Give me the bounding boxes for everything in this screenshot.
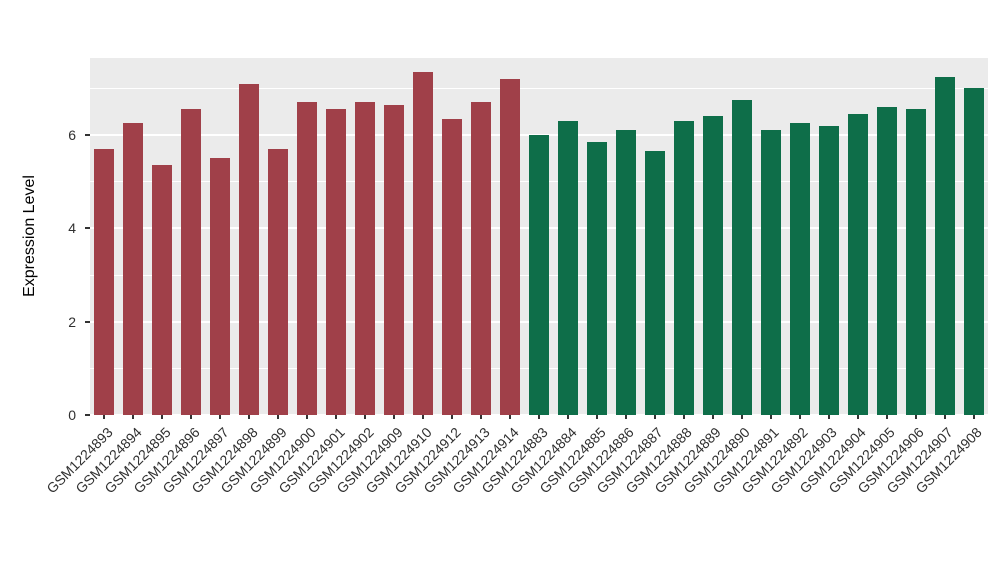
x-tick-label: GSM1224903: [767, 424, 840, 497]
x-tick-label: GSM1224892: [738, 424, 812, 497]
x-tick-label: GSM1224902: [304, 424, 377, 497]
x-tick-label: GSM1224900: [246, 424, 319, 497]
bar-GSM1224889: [702, 116, 723, 415]
x-tick-label: GSM1224901: [275, 424, 348, 497]
x-tick-label: GSM1224889: [651, 424, 725, 497]
x-tick-label: GSM1224910: [362, 424, 435, 497]
x-tick-label: GSM1224907: [883, 424, 956, 497]
bar-GSM1224896: [181, 109, 202, 415]
bar-GSM1224894: [123, 123, 144, 415]
bars-container: [90, 58, 988, 415]
x-tick-label: GSM1224890: [680, 424, 754, 497]
x-tick-label: GSM1224899: [217, 424, 290, 497]
bar-GSM1224885: [586, 142, 607, 415]
bar-GSM1224898: [239, 83, 260, 415]
bar-GSM1224897: [210, 158, 231, 415]
plot-panel: [90, 58, 988, 416]
x-tick-label: GSM1224898: [188, 424, 261, 497]
bar-GSM1224912: [442, 118, 463, 415]
bar-GSM1224910: [413, 72, 434, 415]
x-tick-label: GSM1224887: [593, 424, 667, 497]
bar-GSM1224884: [557, 121, 578, 415]
bar-GSM1224891: [760, 130, 781, 415]
bar-GSM1224901: [326, 109, 347, 415]
bar-GSM1224888: [673, 121, 694, 415]
x-tick-label: GSM1224885: [535, 424, 609, 497]
x-tick-label: GSM1224891: [709, 424, 783, 497]
bar-GSM1224883: [529, 135, 549, 415]
y-axis-title: Expression Level: [21, 175, 38, 297]
x-tick-label: GSM1224884: [506, 424, 580, 497]
bar-GSM1224899: [268, 149, 289, 415]
x-tick-label: GSM1224913: [419, 424, 493, 497]
y-tick-label: 0: [68, 407, 76, 423]
y-tick-label: 2: [68, 313, 76, 330]
bar-GSM1224914: [500, 79, 521, 415]
x-tick-label: GSM1224895: [101, 424, 174, 497]
bar-GSM1224907: [934, 76, 955, 415]
bar-GSM1224908: [963, 88, 984, 415]
bar-GSM1224895: [152, 165, 173, 415]
x-tick-label: GSM1224904: [796, 424, 869, 497]
y-tick-label: 6: [68, 127, 76, 143]
x-tick-label: GSM1224914: [448, 424, 522, 497]
bar-GSM1224909: [384, 104, 405, 415]
x-tick-label: GSM1224894: [72, 424, 145, 497]
bar-GSM1224886: [615, 130, 636, 415]
bar-GSM1224902: [355, 102, 376, 415]
bar-GSM1224913: [471, 102, 492, 415]
x-tick-label: GSM1224905: [825, 424, 898, 497]
bar-GSM1224893: [94, 149, 115, 415]
bar-GSM1224900: [297, 102, 318, 415]
x-tick-label: GSM1224888: [622, 424, 696, 497]
x-tick-label: GSM1224897: [159, 424, 232, 497]
bar-GSM1224892: [789, 123, 810, 415]
bar-GSM1224903: [818, 125, 839, 415]
gridline-minor: [90, 87, 988, 89]
x-tick-label: GSM1224886: [564, 424, 638, 497]
x-tick-label: GSM1224883: [477, 424, 551, 497]
x-tick-label: GSM1224909: [333, 424, 406, 497]
bar-GSM1224890: [731, 100, 752, 415]
bar-GSM1224904: [847, 114, 868, 415]
bar-GSM1224887: [644, 151, 665, 415]
x-tick-label: GSM1224912: [390, 424, 464, 497]
bar-GSM1224906: [905, 109, 926, 415]
x-tick-label: GSM1224896: [130, 424, 203, 497]
x-tick-label: GSM1224908: [912, 424, 985, 497]
x-tick-label: GSM1224906: [854, 424, 927, 497]
x-tick-label: GSM1224893: [43, 424, 116, 497]
bar-GSM1224905: [876, 107, 897, 415]
